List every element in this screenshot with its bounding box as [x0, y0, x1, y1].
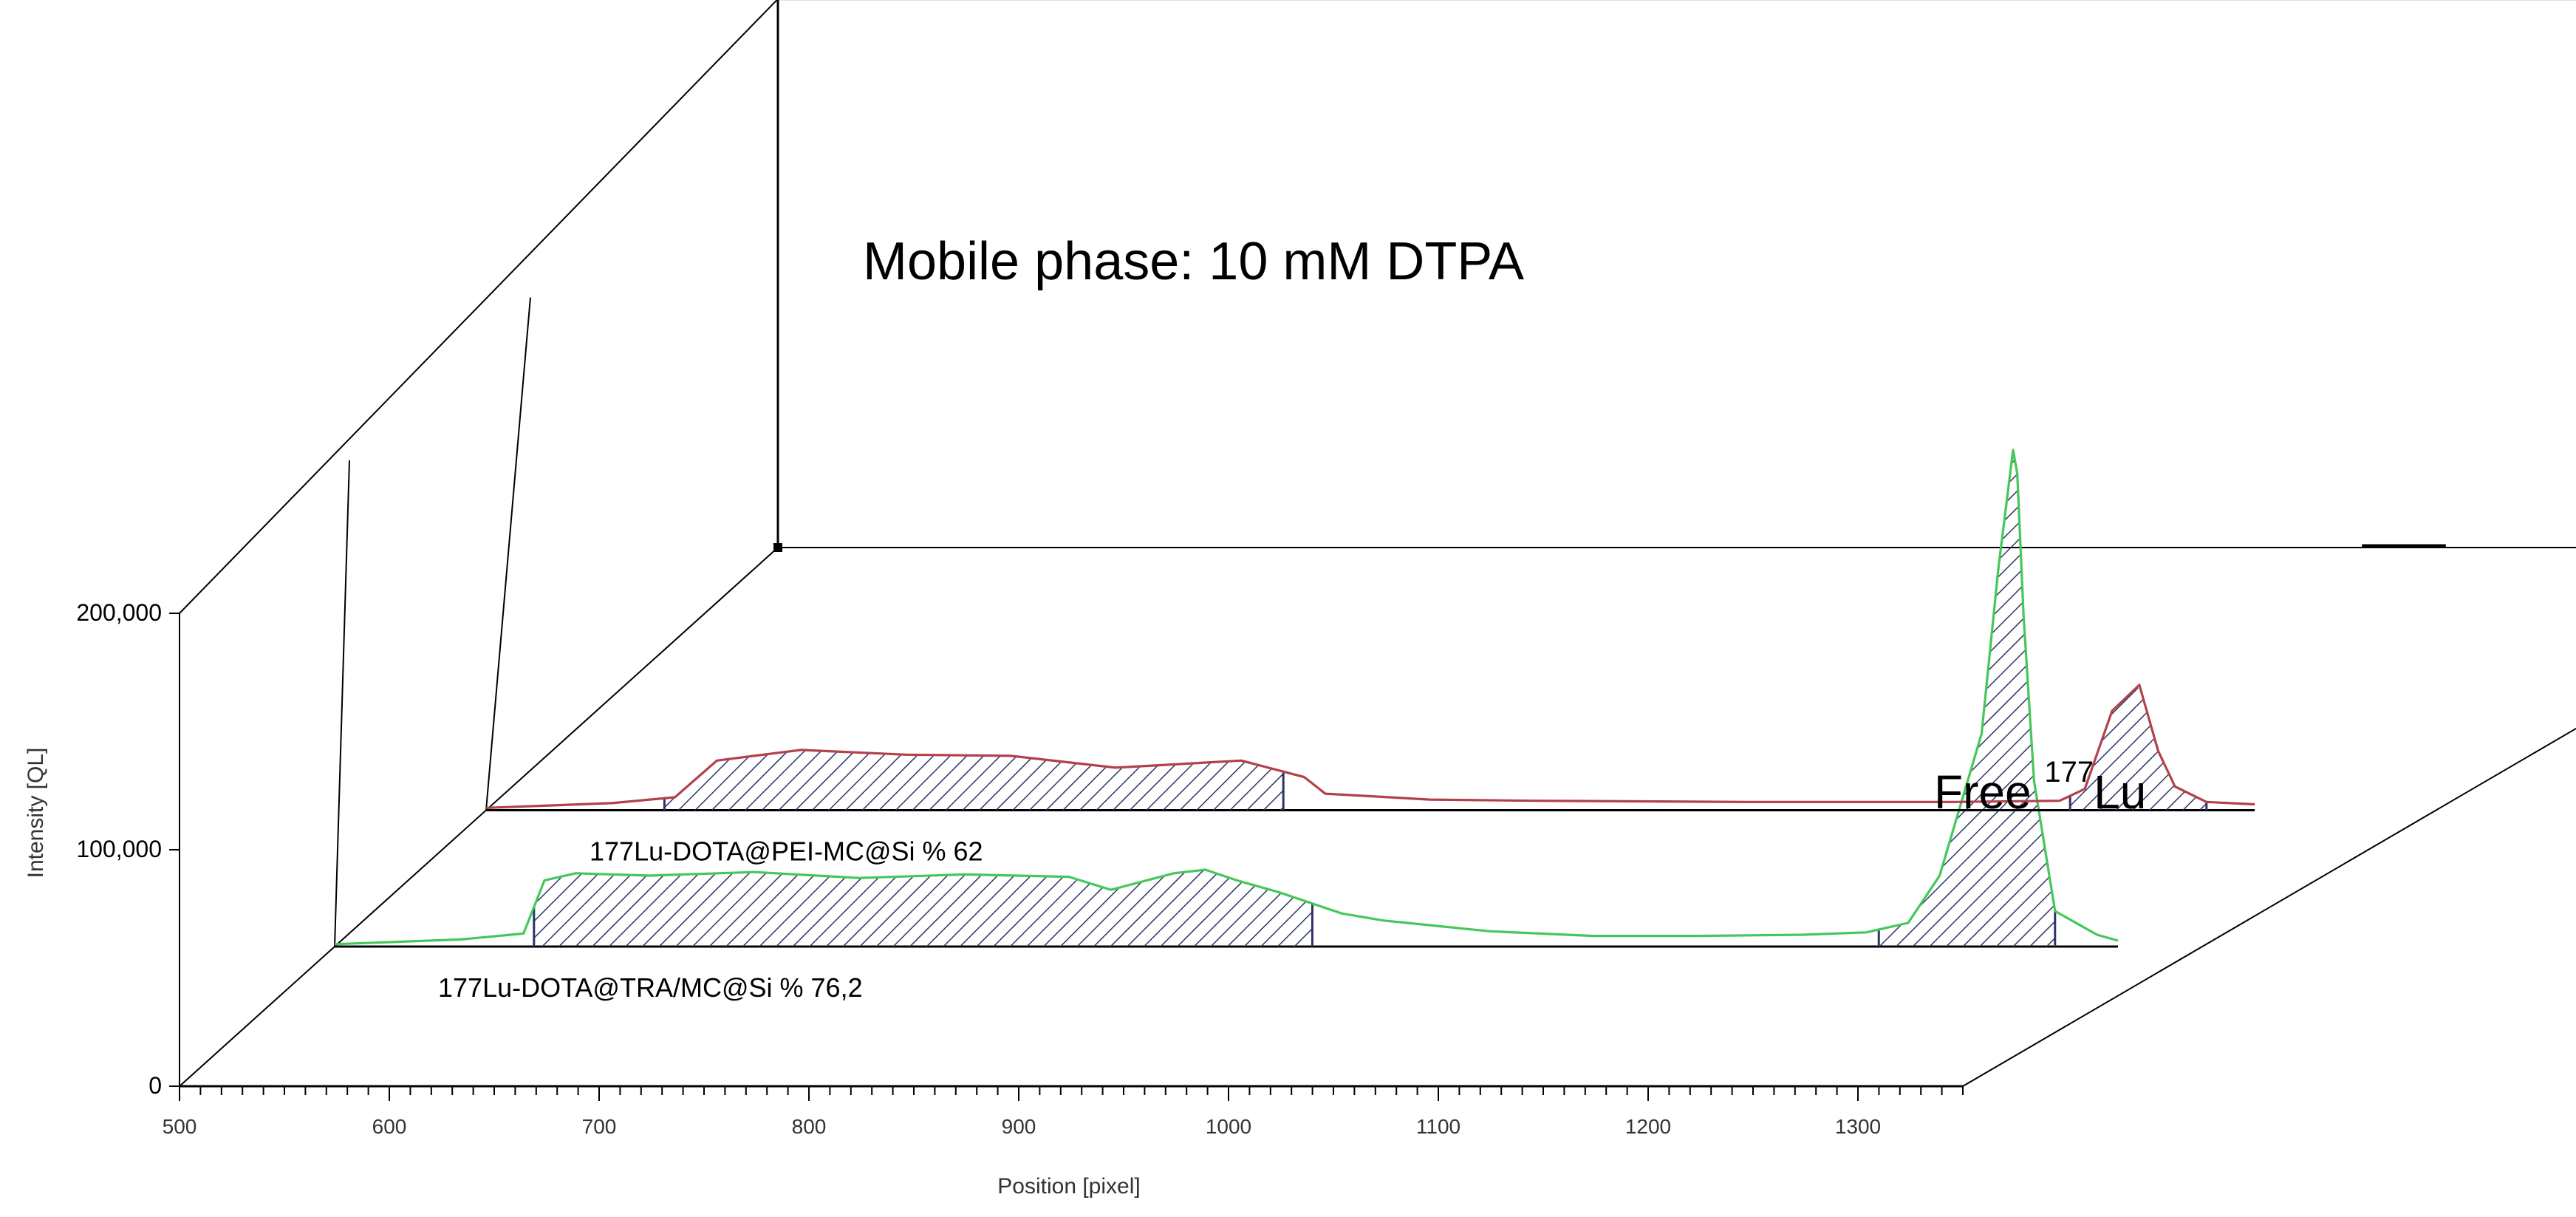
y-axis-title: Intensity [QL]	[24, 748, 48, 879]
shaded-region	[533, 870, 1313, 947]
series-tra: 177Lu-DOTA@TRA/MC@Si % 76,2	[334, 449, 2119, 1003]
x-tick-label: 700	[582, 1115, 617, 1138]
series-layer: 177Lu-DOTA@TRA/MC@Si % 76,2 177Lu-DOTA@PE…	[334, 449, 2255, 1003]
chart-title: Mobile phase: 10 mM DTPA	[863, 232, 1524, 291]
wall-left-top-edge	[179, 0, 779, 614]
free-lu-annotation: Free 177Lu	[1934, 756, 2146, 819]
free-lu-prefix: Free	[1934, 766, 2044, 819]
front-series-dropline	[334, 460, 350, 947]
back-wall-frame	[776, 0, 2576, 548]
shaded-region	[1879, 450, 2055, 947]
y-tick-label: 100,000	[76, 836, 162, 862]
x-tick-label: 500	[163, 1115, 197, 1138]
series-label: 177Lu-DOTA@TRA/MC@Si % 76,2	[438, 972, 863, 1003]
series-trace	[485, 684, 2255, 809]
axes-layer: 0 100,000 200,000 500 600 700 800 900 1000 1100 12…	[76, 0, 2576, 1138]
back-series-dropline	[485, 297, 531, 811]
series-trace	[334, 449, 2119, 946]
x-tick-label: 900	[1002, 1115, 1036, 1138]
y-tick-label: 0	[148, 1072, 162, 1099]
x-tick-label: 600	[372, 1115, 407, 1138]
shaded-region	[664, 750, 1284, 811]
series-label: 177Lu-DOTA@PEI-MC@Si % 62	[590, 836, 983, 867]
x-tick-label: 1000	[1206, 1115, 1251, 1138]
floor-left-edge	[179, 547, 779, 1087]
series-pei: 177Lu-DOTA@PEI-MC@Si % 62	[485, 684, 2255, 867]
x-tick-label: 1100	[1416, 1115, 1460, 1138]
floor-right-edge	[1962, 727, 2576, 1087]
free-lu-superscript: 177	[2044, 756, 2094, 788]
x-tick-label: 1300	[1835, 1115, 1881, 1138]
x-tick-label: 1200	[1625, 1115, 1671, 1138]
shaded-region	[2070, 686, 2207, 811]
y-tick-label: 200,000	[76, 599, 162, 626]
x-tick-label: 800	[792, 1115, 827, 1138]
free-lu-suffix: Lu	[2094, 766, 2146, 819]
x-axis-title: Position [pixel]	[997, 1174, 1140, 1199]
